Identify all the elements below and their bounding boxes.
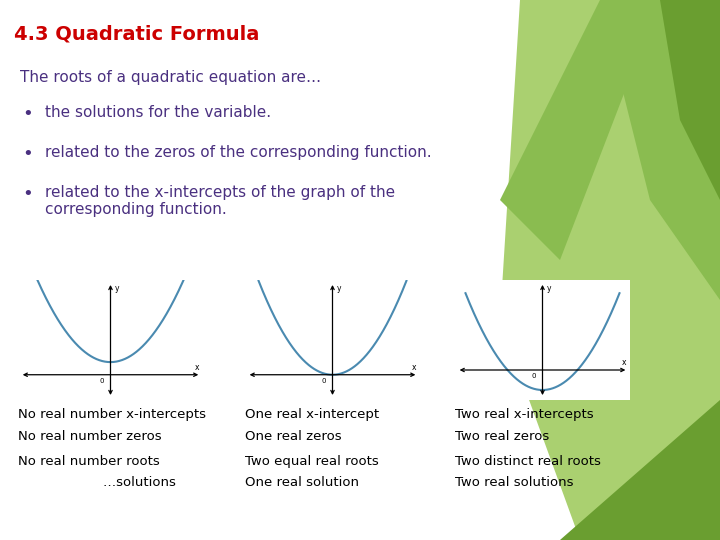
Text: No real number zeros: No real number zeros [18, 430, 161, 443]
Text: y: y [115, 284, 120, 293]
Text: x: x [622, 358, 626, 367]
Text: Two equal real roots: Two equal real roots [245, 455, 379, 468]
Text: the solutions for the variable.: the solutions for the variable. [45, 105, 271, 120]
Polygon shape [540, 120, 680, 420]
Text: x: x [195, 362, 199, 372]
Text: x: x [412, 362, 416, 372]
Text: related to the x-intercepts of the graph of the
corresponding function.: related to the x-intercepts of the graph… [45, 185, 395, 218]
Polygon shape [600, 0, 720, 300]
Text: y: y [337, 284, 341, 293]
Text: •: • [22, 145, 32, 163]
Text: The roots of a quadratic equation are…: The roots of a quadratic equation are… [20, 70, 321, 85]
Polygon shape [660, 0, 720, 200]
Text: Two distinct real roots: Two distinct real roots [455, 455, 601, 468]
Text: related to the zeros of the corresponding function.: related to the zeros of the correspondin… [45, 145, 431, 160]
Text: 0: 0 [531, 373, 536, 379]
Text: 0: 0 [99, 378, 104, 384]
Text: One real solution: One real solution [245, 476, 359, 489]
Text: …solutions: …solutions [18, 476, 176, 489]
Text: y: y [546, 284, 552, 293]
Text: One real zeros: One real zeros [245, 430, 341, 443]
Text: 4.3 Quadratic Formula: 4.3 Quadratic Formula [14, 24, 259, 43]
Polygon shape [500, 0, 660, 260]
Text: No real number x-intercepts: No real number x-intercepts [18, 408, 206, 421]
Polygon shape [500, 0, 720, 540]
Text: No real number roots: No real number roots [18, 455, 160, 468]
Text: Two real solutions: Two real solutions [455, 476, 574, 489]
Text: •: • [22, 105, 32, 123]
Text: One real x-intercept: One real x-intercept [245, 408, 379, 421]
Text: •: • [22, 185, 32, 203]
Text: Two real zeros: Two real zeros [455, 430, 549, 443]
Polygon shape [560, 400, 720, 540]
Text: Two real x-intercepts: Two real x-intercepts [455, 408, 593, 421]
Text: 0: 0 [322, 378, 326, 384]
